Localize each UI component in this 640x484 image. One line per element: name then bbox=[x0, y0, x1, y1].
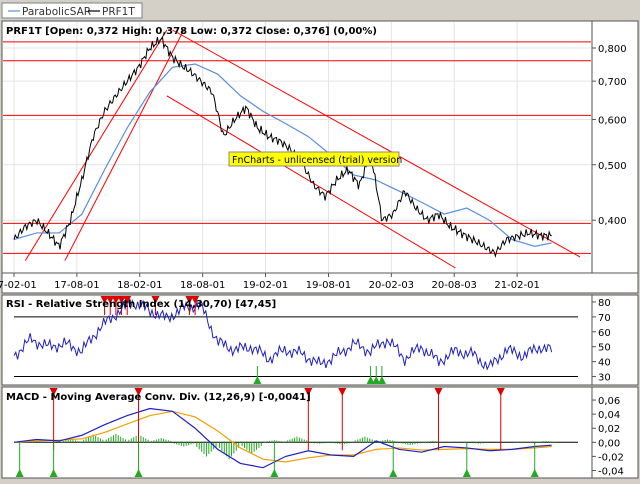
macd-sell-marker bbox=[134, 388, 143, 396]
ticker-legend-label: PRF1T bbox=[102, 6, 135, 18]
price-y-tick-label: 0,600 bbox=[598, 115, 627, 126]
price-trendline bbox=[24, 29, 168, 261]
rsi-line bbox=[13, 298, 553, 371]
price-y-tick-label: 0,400 bbox=[598, 216, 627, 227]
macd-y-tick-label: 0,06 bbox=[598, 396, 620, 407]
macd-sell-marker bbox=[496, 388, 505, 396]
price-trendline bbox=[172, 29, 581, 258]
price-y-tick-label: 0,500 bbox=[598, 161, 627, 172]
rsi-sell-marker bbox=[117, 296, 126, 304]
x-tick-label: 17-08-01 bbox=[54, 280, 99, 291]
rsi-sell-marker bbox=[123, 296, 132, 304]
macd-y-tick-label: -0,02 bbox=[598, 452, 624, 463]
x-tick-label: 19-08-01 bbox=[306, 280, 351, 291]
macd-y-tick-label: -0,04 bbox=[598, 466, 624, 477]
macd-buy-marker bbox=[15, 469, 24, 477]
macd-axis-area bbox=[591, 386, 639, 479]
price-axis-area bbox=[591, 20, 639, 274]
macd-buy-marker bbox=[270, 469, 279, 477]
rsi-y-tick-label: 60 bbox=[598, 328, 611, 339]
x-tick-label: 20-02-03 bbox=[369, 280, 414, 291]
rsi-title: RSI - Relative Strength Index (14,30,70)… bbox=[6, 299, 276, 310]
rsi-sell-marker bbox=[151, 296, 160, 304]
macd-title: MACD - Moving Average Conv. Div. (12,26,… bbox=[6, 392, 311, 403]
rsi-y-tick-label: 50 bbox=[598, 343, 611, 354]
macd-buy-marker bbox=[49, 469, 58, 477]
macd-sell-marker bbox=[304, 388, 313, 396]
price-y-tick-label: 0,800 bbox=[598, 44, 627, 55]
macd-panel: 0,06 0,04 0,02 0,00 -0,02 -0,04 MACD - Moving… bbox=[1, 386, 639, 479]
rsi-buy-marker bbox=[253, 376, 262, 384]
legend-strip: ParabolicSAR PRF1T bbox=[1, 2, 143, 19]
macd-buy-marker bbox=[134, 469, 143, 477]
x-tick-label: 19-02-01 bbox=[243, 280, 288, 291]
x-tick-label: 18-02-01 bbox=[117, 280, 162, 291]
price-line bbox=[13, 35, 552, 259]
x-tick-label: 20-08-03 bbox=[432, 280, 477, 291]
macd-buy-marker bbox=[530, 469, 539, 477]
rsi-sell-marker bbox=[106, 296, 115, 304]
x-tick-label: 21-02-01 bbox=[494, 280, 539, 291]
rsi-buy-marker bbox=[366, 376, 375, 384]
sma-line bbox=[13, 63, 552, 247]
macd-y-tick-label: 0,04 bbox=[598, 410, 620, 421]
x-tick-label: 17-02-01 bbox=[0, 280, 37, 291]
sar-legend-label: ParabolicSAR bbox=[22, 6, 91, 18]
rsi-y-tick-label: 30 bbox=[598, 373, 611, 384]
rsi-buy-marker bbox=[372, 376, 381, 384]
macd-sell-marker bbox=[434, 388, 443, 396]
x-axis: 17-02-01 17-08-01 18-02-01 18-08-01 19-02-01… bbox=[0, 272, 639, 294]
macd-y-tick-label: 0,02 bbox=[598, 424, 620, 435]
price-trendline bbox=[64, 29, 185, 261]
x-tick-label: 18-08-01 bbox=[180, 280, 225, 291]
rsi-sell-marker bbox=[111, 296, 120, 304]
watermark: FnCharts - unlicensed (trial) version bbox=[228, 151, 402, 167]
rsi-panel: 80 70 60 50 40 30 RSI - Relative Strength Ind… bbox=[1, 294, 639, 386]
macd-sell-marker bbox=[338, 388, 347, 396]
rsi-axis-area bbox=[591, 294, 639, 386]
price-title: PRF1T [Open: 0,372 High: 0,378 Low: 0,37… bbox=[6, 26, 377, 37]
rsi-y-tick-label: 40 bbox=[598, 358, 611, 369]
rsi-sell-marker bbox=[191, 296, 200, 304]
macd-buy-marker bbox=[389, 469, 398, 477]
macd-y-tick-label: 0,00 bbox=[598, 438, 620, 449]
rsi-y-tick-label: 80 bbox=[598, 298, 611, 309]
price-y-tick-label: 0,700 bbox=[598, 77, 627, 88]
price-panel: 0,800 0,700 0,600 0,500 0,400 PRF1T [Open: 0… bbox=[1, 20, 639, 274]
macd-sell-marker bbox=[49, 388, 58, 396]
rsi-y-tick-label: 70 bbox=[598, 313, 611, 324]
rsi-buy-marker bbox=[377, 376, 386, 384]
watermark-text: FnCharts - unlicensed (trial) version bbox=[232, 155, 402, 166]
rsi-sell-marker bbox=[100, 296, 109, 304]
rsi-sell-marker bbox=[185, 296, 194, 304]
macd-buy-marker bbox=[462, 469, 471, 477]
